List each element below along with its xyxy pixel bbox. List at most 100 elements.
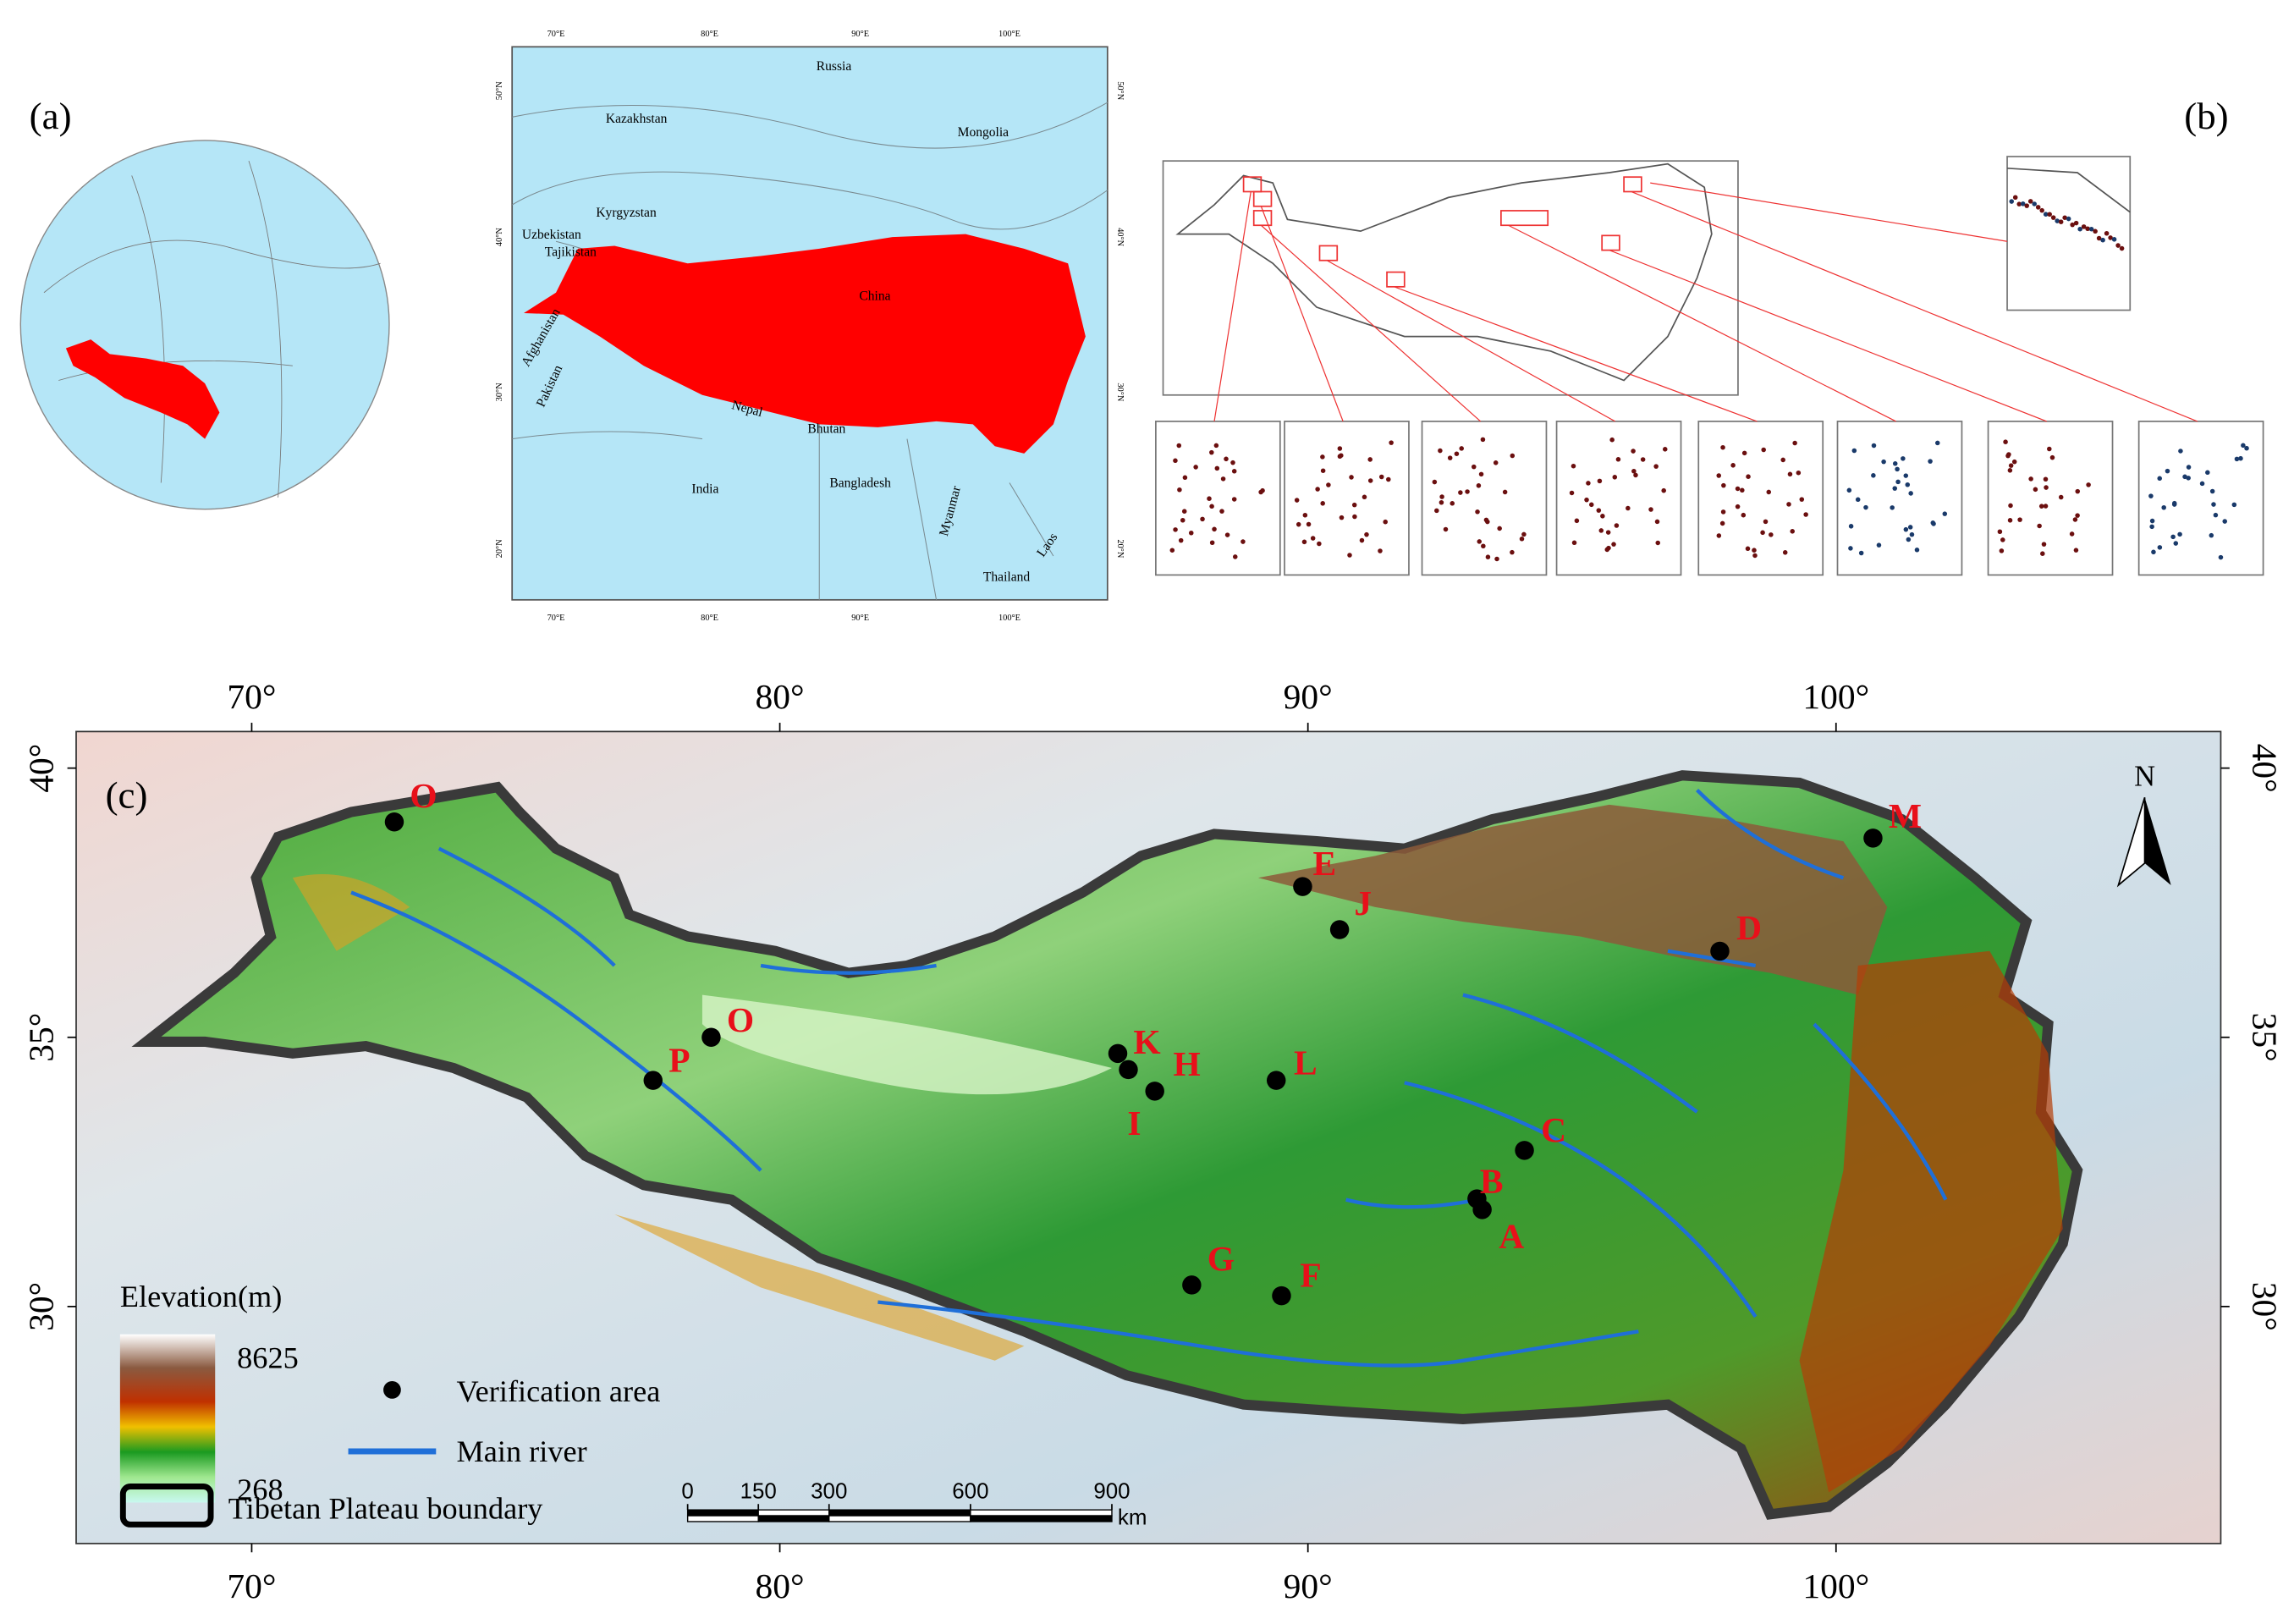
sample-dot <box>1600 514 1605 519</box>
sample-dot <box>1359 537 1365 543</box>
sample-dot <box>1349 475 1354 480</box>
sample-dot <box>1364 531 1369 537</box>
sample-dot <box>1609 437 1615 443</box>
sample-dot <box>2017 517 2022 522</box>
verification-point <box>701 1027 721 1047</box>
leader-line <box>1394 286 1758 422</box>
sample-dot <box>2104 231 2110 236</box>
lon-tick-label: 70°E <box>547 30 565 39</box>
sample-dot <box>1483 517 1489 523</box>
sample-dot <box>2209 532 2214 538</box>
sample-dot <box>1846 487 1852 493</box>
sample-dot <box>1510 453 1516 459</box>
point-label: J <box>1354 884 1372 922</box>
sample-dot <box>2058 494 2064 500</box>
sample-dot <box>2211 502 2216 507</box>
point-label: O <box>727 1000 754 1039</box>
lat-tick-label: 20°N <box>1115 539 1125 559</box>
sample-dot <box>1571 463 1576 469</box>
sample-dot <box>2008 463 2014 468</box>
sample-dot <box>1997 529 2003 535</box>
sample-dot <box>1439 499 1444 505</box>
source-box <box>1318 245 1339 261</box>
sample-dot <box>2073 220 2079 226</box>
sample-dot <box>2073 548 2079 553</box>
sample-dot <box>1905 482 1911 487</box>
sample-dot <box>2027 199 2033 204</box>
sample-dot <box>1367 478 1373 483</box>
sample-dot <box>1942 511 1948 516</box>
point-label: L <box>1294 1043 1318 1082</box>
sample-dot <box>2066 216 2071 222</box>
sample-dot <box>2040 551 2045 556</box>
verification-point <box>1272 1285 1291 1306</box>
sample-dot <box>2050 215 2056 220</box>
source-box <box>1252 190 1273 207</box>
sample-dot <box>1241 539 1246 544</box>
panel-label: (c) <box>106 773 148 816</box>
sample-dot <box>1855 497 1861 503</box>
sample-dot <box>2049 454 2055 460</box>
sample-dot <box>1214 465 1220 471</box>
sample-dot <box>1892 461 1898 466</box>
sample-dot <box>2037 523 2042 529</box>
scale-segment <box>828 1509 971 1517</box>
lat-tick-label: 40°N <box>1115 228 1125 247</box>
sample-dot <box>1848 546 1853 551</box>
sample-dot <box>2151 549 2156 555</box>
sample-dot <box>1614 523 1620 528</box>
sample-dot <box>1432 479 1438 485</box>
sample-dot <box>2244 445 2249 451</box>
sample-dot <box>1892 486 1898 491</box>
sample-dot <box>1615 457 1621 462</box>
sample-dot <box>1640 457 1646 462</box>
sample-dot <box>1173 458 1178 464</box>
verification-point <box>1145 1082 1164 1101</box>
sample-dot <box>1787 471 1793 477</box>
sample-dot <box>1480 437 1486 443</box>
lon-tick-label: 80° <box>756 677 805 716</box>
sample-dot <box>1315 487 1320 492</box>
scale-segment <box>686 1515 759 1522</box>
sample-dot <box>1209 504 1214 509</box>
sample-dot <box>1746 474 1751 479</box>
country-label: Kyrgyzstan <box>596 206 657 220</box>
sample-dot <box>1458 490 1463 495</box>
sample-dot <box>1212 526 1217 532</box>
lat-tick-label: 35° <box>2245 1013 2284 1062</box>
legend-rivers: Main river <box>456 1434 586 1468</box>
legend-points: Verification area <box>456 1374 660 1408</box>
scale-segment <box>970 1509 1113 1517</box>
leader-line <box>1650 182 2008 242</box>
point-label: M <box>1889 796 1922 835</box>
lon-tick-label: 100°E <box>998 30 1020 39</box>
sample-dot <box>2044 485 2049 490</box>
sample-dot <box>1519 537 1525 542</box>
sample-dot <box>2161 504 2166 510</box>
sample-dot <box>1378 548 1383 553</box>
sample-dot <box>1569 490 1575 496</box>
sample-dot <box>1294 498 1300 503</box>
sample-dot <box>1320 501 1325 506</box>
point-label: D <box>1736 908 1762 947</box>
sample-dot <box>2038 504 2044 509</box>
legend-max: 8625 <box>237 1340 299 1374</box>
sample-dot <box>1661 487 1666 493</box>
leader-line <box>1326 260 1616 422</box>
sample-dot <box>1769 532 1774 537</box>
main-map <box>75 730 2222 1544</box>
sample-dot <box>2009 199 2015 204</box>
sample-dot <box>2007 518 2013 523</box>
sample-dot <box>1721 482 1726 488</box>
sample-dot <box>2077 226 2082 232</box>
verification-point <box>1863 829 1883 848</box>
sample-dot <box>1858 550 1864 556</box>
verification-point <box>1472 1200 1492 1219</box>
country-label: Uzbekistan <box>522 228 581 242</box>
legend-min: 268 <box>237 1473 283 1506</box>
sample-dot <box>1803 512 1808 517</box>
sample-dot <box>2149 524 2154 530</box>
sample-dot <box>1301 539 1307 545</box>
sample-dot <box>1914 548 1920 553</box>
sample-dot <box>1209 449 1214 455</box>
